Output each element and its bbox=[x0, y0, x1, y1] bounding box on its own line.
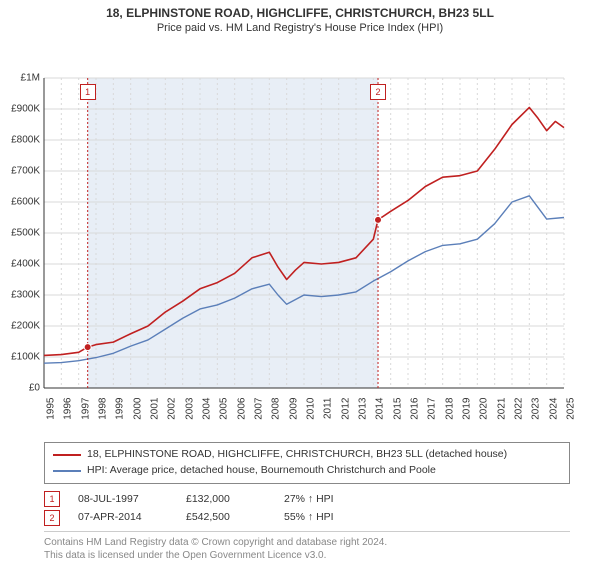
credit-line: Contains HM Land Registry data © Crown c… bbox=[44, 536, 570, 549]
x-axis-tick: 2012 bbox=[340, 398, 351, 420]
callout-table: 1 08-JUL-1997 £132,000 27% ↑ HPI 2 07-AP… bbox=[44, 490, 570, 528]
x-axis-tick: 2005 bbox=[219, 398, 230, 420]
callout-price: £132,000 bbox=[186, 490, 266, 509]
legend-label: HPI: Average price, detached house, Bour… bbox=[87, 463, 436, 479]
x-axis-tick: 2004 bbox=[202, 398, 213, 420]
legend-swatch bbox=[53, 454, 81, 456]
x-axis-tick: 1995 bbox=[46, 398, 57, 420]
chart-marker-badge: 1 bbox=[80, 84, 96, 100]
x-axis-tick: 2007 bbox=[254, 398, 265, 420]
chart-title-line1: 18, ELPHINSTONE ROAD, HIGHCLIFFE, CHRIST… bbox=[0, 6, 600, 20]
legend-row: HPI: Average price, detached house, Bour… bbox=[53, 463, 561, 479]
x-axis-tick: 2020 bbox=[479, 398, 490, 420]
chart-area: £0£100K£200K£300K£400K£500K£600K£700K£80… bbox=[0, 34, 600, 394]
x-axis-tick: 2016 bbox=[410, 398, 421, 420]
legend-label: 18, ELPHINSTONE ROAD, HIGHCLIFFE, CHRIST… bbox=[87, 447, 507, 463]
x-axis-tick: 2009 bbox=[288, 398, 299, 420]
callout-date: 07-APR-2014 bbox=[78, 508, 168, 527]
x-axis-tick: 2000 bbox=[132, 398, 143, 420]
x-axis-tick: 2023 bbox=[531, 398, 542, 420]
x-axis-tick: 2008 bbox=[271, 398, 282, 420]
x-axis-tick: 2015 bbox=[392, 398, 403, 420]
callout-badge: 2 bbox=[44, 510, 60, 526]
chart-title-line2: Price paid vs. HM Land Registry's House … bbox=[0, 22, 600, 34]
credit-line: This data is licensed under the Open Gov… bbox=[44, 549, 570, 562]
callout-vs-hpi: 55% ↑ HPI bbox=[284, 508, 334, 527]
x-axis-tick: 2001 bbox=[150, 398, 161, 420]
x-axis-tick: 2006 bbox=[236, 398, 247, 420]
x-axis-tick: 1999 bbox=[115, 398, 126, 420]
callout-price: £542,500 bbox=[186, 508, 266, 527]
x-axis-tick: 2018 bbox=[444, 398, 455, 420]
legend-swatch bbox=[53, 470, 81, 472]
callout-row: 1 08-JUL-1997 £132,000 27% ↑ HPI bbox=[44, 490, 570, 509]
x-axis-tick: 2003 bbox=[184, 398, 195, 420]
x-axis-tick: 2011 bbox=[323, 398, 334, 420]
x-axis-tick: 2017 bbox=[427, 398, 438, 420]
x-axis-tick: 2025 bbox=[566, 398, 577, 420]
callout-row: 2 07-APR-2014 £542,500 55% ↑ HPI bbox=[44, 508, 570, 527]
x-axis-tick: 2002 bbox=[167, 398, 178, 420]
callout-vs-hpi: 27% ↑ HPI bbox=[284, 490, 334, 509]
x-axis-tick: 2014 bbox=[375, 398, 386, 420]
x-axis-tick: 2019 bbox=[462, 398, 473, 420]
legend-row: 18, ELPHINSTONE ROAD, HIGHCLIFFE, CHRIST… bbox=[53, 447, 561, 463]
chart-marker-badge: 2 bbox=[370, 84, 386, 100]
callout-badge: 1 bbox=[44, 491, 60, 507]
x-axis-tick: 1998 bbox=[98, 398, 109, 420]
callout-date: 08-JUL-1997 bbox=[78, 490, 168, 509]
divider bbox=[44, 531, 570, 532]
legend: 18, ELPHINSTONE ROAD, HIGHCLIFFE, CHRIST… bbox=[44, 442, 570, 484]
x-axis-tick: 2022 bbox=[514, 398, 525, 420]
x-axis-tick: 2024 bbox=[548, 398, 559, 420]
x-axis-tick: 2021 bbox=[496, 398, 507, 420]
x-axis-tick: 1996 bbox=[63, 398, 74, 420]
x-axis-tick: 2010 bbox=[306, 398, 317, 420]
x-axis-tick: 2013 bbox=[358, 398, 369, 420]
x-axis-tick: 1997 bbox=[80, 398, 91, 420]
